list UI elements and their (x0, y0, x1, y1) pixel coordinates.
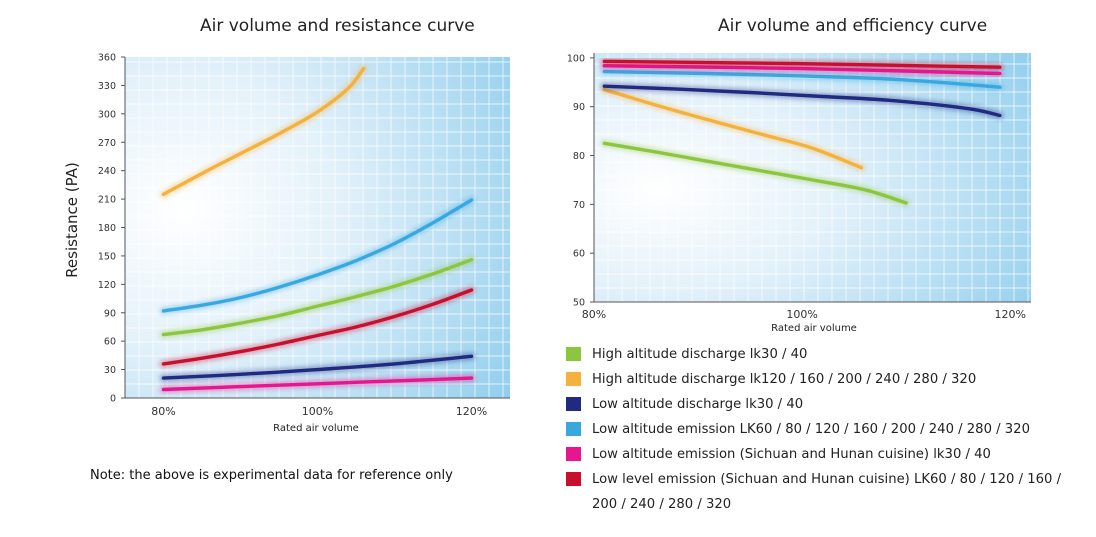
legend-item: Low altitude emission LK60 / 80 / 120 / … (566, 417, 1086, 442)
reference-note: Note: the above is experimental data for… (90, 468, 453, 483)
y-tick-label: 210 (98, 195, 116, 206)
resistance-chart: 0 30 60 90 120 150 180 210 240 270 300 330 360 80% 100… (63, 53, 510, 434)
efficiency-chart-title: Air volume and efficiency curve (718, 16, 988, 36)
x-tick-label: 80% (151, 405, 175, 418)
y-tick-label: 70 (573, 200, 585, 211)
x-axis-label: Rated air volume (771, 323, 857, 334)
x-tick-label: 120% (994, 308, 1025, 321)
y-tick-label: 90 (573, 102, 585, 113)
y-tick-label: 0 (110, 394, 116, 405)
legend-item: High altitude discharge lk30 / 40 (566, 342, 1086, 367)
x-tick-label: 120% (456, 405, 487, 418)
series-line (161, 258, 474, 337)
legend-swatch (566, 472, 581, 486)
series-line (161, 288, 474, 366)
series-line (161, 198, 474, 313)
y-tick-label: 240 (98, 166, 116, 177)
y-tick-label: 90 (104, 308, 116, 319)
y-tick-label: 120 (98, 280, 116, 291)
x-tick-label: 80% (582, 308, 606, 321)
y-tick-label: 150 (98, 251, 116, 262)
series-line (602, 87, 864, 170)
chart-legend: High altitude discharge lk30 / 40 High al… (566, 342, 1086, 517)
x-axis-label: Rated air volume (273, 423, 359, 434)
series-line (602, 69, 1002, 89)
y-tick-label: 50 (573, 298, 585, 309)
legend-label: Low altitude emission (Sichuan and Hunan… (592, 447, 991, 462)
series-line (161, 354, 474, 380)
legend-label: Low level emission (Sichuan and Hunan cu… (592, 472, 1062, 512)
y-tick-label: 60 (573, 249, 585, 260)
legend-label: High altitude discharge lk30 / 40 (592, 347, 808, 362)
legend-swatch (566, 422, 581, 436)
legend-label: Low altitude emission LK60 / 80 / 120 / … (592, 422, 1030, 437)
efficiency-chart: 50 60 70 80 90 100 80% 100% 120% Rated air volume… (567, 53, 1031, 334)
series-line (161, 376, 474, 392)
series-line (602, 59, 1002, 69)
legend-swatch (566, 372, 581, 386)
y-tick-label: 360 (98, 53, 116, 64)
legend-item: High altitude discharge lk120 / 160 / 20… (566, 367, 1086, 392)
resistance-chart-title: Air volume and resistance curve (200, 16, 475, 36)
y-tick-label: 180 (98, 223, 116, 234)
x-tick-label: 100% (302, 405, 333, 418)
grid-lines (125, 57, 510, 398)
y-tick-label: 300 (98, 109, 116, 120)
x-tick-label: 100% (786, 308, 817, 321)
y-tick-label: 60 (104, 337, 116, 348)
series-line (602, 84, 1002, 118)
y-tick-label: 330 (98, 81, 116, 92)
y-tick-label: 80 (573, 151, 585, 162)
y-tick-label: 30 (104, 365, 116, 376)
series-line (602, 141, 908, 205)
legend-swatch (566, 397, 581, 411)
series-line (602, 64, 1002, 76)
y-tick-label: 100 (567, 53, 585, 64)
legend-label: Low altitude discharge lk30 / 40 (592, 397, 804, 412)
y-axis-label: Resistance (PA) (63, 162, 81, 278)
legend-item: Low level emission (Sichuan and Hunan cu… (566, 467, 1086, 517)
legend-item: Low altitude emission (Sichuan and Hunan… (566, 442, 1086, 467)
legend-item: Low altitude discharge lk30 / 40 (566, 392, 1086, 417)
y-tick-label: 270 (98, 138, 116, 149)
legend-swatch (566, 447, 581, 461)
legend-label: High altitude discharge lk120 / 160 / 20… (592, 372, 977, 387)
legend-swatch (566, 347, 581, 361)
series-line (161, 66, 366, 196)
